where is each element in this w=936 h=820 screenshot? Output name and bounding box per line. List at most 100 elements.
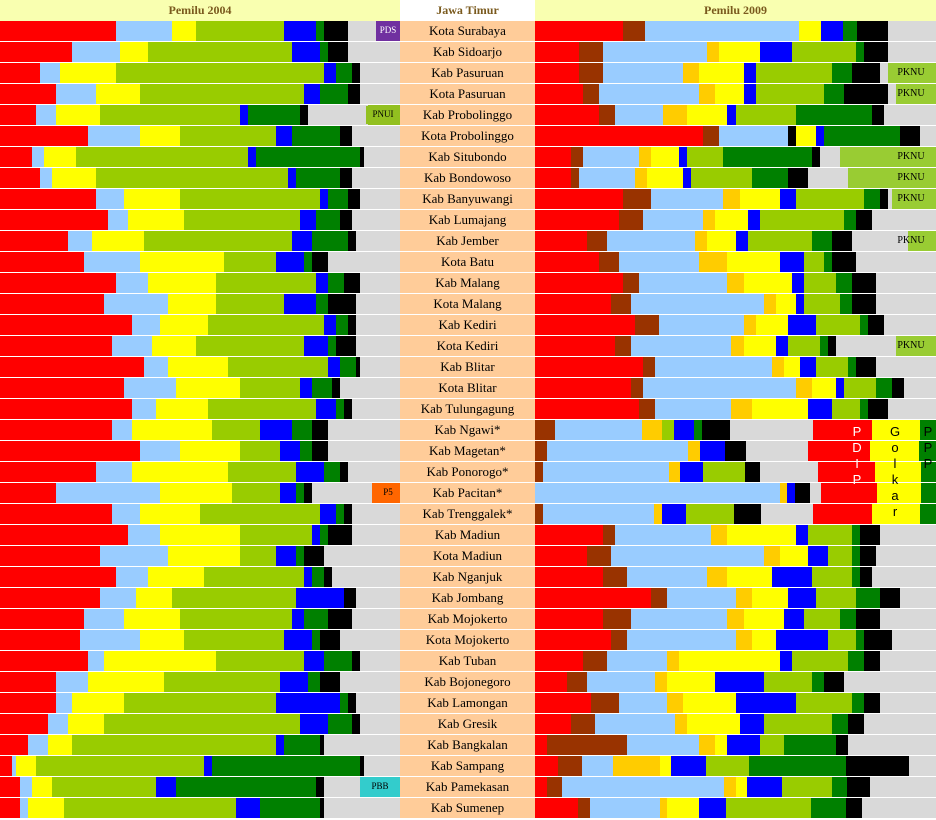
pemilu-2004-bar-30-darkgreen	[324, 651, 353, 671]
pemilu-2009-bar-10-green	[747, 231, 813, 251]
pemilu-2004-bar-4-black	[300, 105, 309, 125]
pemilu-2004-bar-14-blue	[324, 315, 337, 335]
pemilu-2004-bar-0-lightblue	[116, 21, 173, 41]
pemilu-2004-bar-30-lightblue	[88, 651, 105, 671]
pemilu-2009-bar-35-black	[846, 756, 910, 776]
pemilu-2004-bar-14-yellow	[160, 315, 209, 335]
pemilu-2009-bar-11-red	[535, 252, 600, 272]
pemilu-2009-bar-16-gray	[875, 357, 936, 377]
pemilu-2004-bar-30-black	[352, 651, 361, 671]
pemilu-2009-bar-8-gray	[887, 189, 893, 209]
pemilu-2004-bar-23-black	[344, 504, 353, 524]
pemilu-2009-bar-18-orange	[731, 399, 753, 419]
pemilu-2009-bar-18-red	[535, 399, 640, 419]
pemilu-2004-bar-18-red	[0, 399, 133, 419]
pemilu-2004-bar-23-lightblue	[112, 504, 141, 524]
pemilu-2009-bar-29-darkgreen	[855, 630, 865, 650]
region-label: Kab Situbondo	[400, 147, 535, 167]
pemilu-2009-bar-37-darkgreen	[811, 798, 848, 818]
region-label: Kota Mojokerto	[400, 630, 535, 650]
pemilu-2009-bar-15-darkgreen	[819, 336, 829, 356]
pemilu-2009-bar-10-black	[831, 231, 853, 251]
pemilu-2009-bar-3-lightgreen	[895, 84, 936, 104]
pemilu-2009-bar-2-green	[755, 63, 833, 83]
pemilu-2004-bar-26-yellow	[148, 567, 205, 587]
region-label: Kab Tulungagung	[400, 399, 535, 419]
pemilu-2009-bar-24-green	[807, 525, 853, 545]
pemilu-2009-bar-9-red	[535, 210, 620, 230]
pemilu-2009-bar-17-darkgreen	[875, 378, 893, 398]
pemilu-2004-bar-29-red	[0, 630, 81, 650]
pemilu-2004-bar-11-gray	[328, 252, 401, 272]
pemilu-2009-bar-30-red	[535, 651, 584, 671]
pemilu-2004-bar-29-green	[184, 630, 285, 650]
pemilu-2004-bar-33-black	[352, 714, 361, 734]
pemilu-2009-bar-4-blue	[727, 105, 737, 125]
pemilu-2004-bar-23-red	[0, 504, 113, 524]
pemilu-2009-bar-13-lightblue	[631, 294, 765, 314]
pemilu-2004-bar-11-blue	[276, 252, 305, 272]
pemilu-2004-bar-26-green	[204, 567, 305, 587]
party-tag-2009: PKNU	[897, 172, 925, 183]
party-tag-2009: PKNU	[897, 88, 925, 99]
pemilu-2004-bar-4-gray	[308, 105, 369, 125]
pemilu-2009-bar-32-brown	[591, 693, 620, 713]
pemilu-2009-bar-19-red	[812, 420, 874, 440]
pemilu-2004-bar-18-yellow	[156, 399, 209, 419]
pemilu-2004-bar-32-yellow	[72, 693, 125, 713]
pemilu-2009-bar-7-yellow	[647, 168, 684, 188]
pemilu-2009-bar-29-blue	[775, 630, 829, 650]
pemilu-2004-bar-24-gray	[352, 525, 401, 545]
pemilu-2004-bar-5-gray	[352, 126, 401, 146]
pemilu-2009-bar-8-red	[535, 189, 624, 209]
pemilu-2009-bar-30-yellow	[679, 651, 781, 671]
pemilu-2004-bar-3-black	[348, 84, 361, 104]
pemilu-2009-bar-33-green	[763, 714, 833, 734]
pemilu-2004-bar-26-black	[324, 567, 333, 587]
pemilu-2009-bar-36-gray	[870, 777, 936, 797]
pemilu-2004-bar-36-black	[316, 777, 325, 797]
pemilu-2009-bar-20-gray	[745, 441, 809, 461]
pemilu-2009-bar-16-lightblue	[655, 357, 773, 377]
pemilu-2004-bar-11-yellow	[140, 252, 225, 272]
pemilu-2009-bar-13-orange	[763, 294, 777, 314]
pemilu-2009-bar-26-blue	[771, 567, 813, 587]
pemilu-2004-bar-10-black	[348, 231, 357, 251]
pemilu-2009-bar-20-orange	[687, 441, 701, 461]
pemilu-2009-bar-37-lightblue	[589, 798, 661, 818]
pemilu-2004-bar-27-lightblue	[100, 588, 137, 608]
pemilu-2004-bar-15-gray	[356, 336, 401, 356]
pemilu-2004-bar-8-darkgreen	[328, 189, 349, 209]
pemilu-2009-bar-8-yellow	[739, 189, 781, 209]
pemilu-2009-bar-7-blue	[683, 168, 692, 188]
pemilu-2009-bar-8-blue	[779, 189, 797, 209]
pemilu-2004-bar-28-green	[180, 609, 293, 629]
pemilu-2009-bar-6-darkgreen	[723, 147, 813, 167]
pemilu-2004-bar-28-red	[0, 609, 85, 629]
pemilu-2009-bar-5-black	[899, 126, 921, 146]
pemilu-2004-bar-19-red	[0, 420, 113, 440]
pemilu-2009-bar-28-brown	[603, 609, 632, 629]
pemilu-2009-bar-30-brown	[583, 651, 608, 671]
pemilu-2004-bar-24-blue	[312, 525, 321, 545]
pemilu-2004-bar-13-blue	[284, 294, 317, 314]
pemilu-2004-bar-37-green	[64, 798, 237, 818]
region-label: Kota Madiun	[400, 546, 535, 566]
pemilu-2004-bar-31-black	[320, 672, 341, 692]
pemilu-2009-bar-36-black	[847, 777, 872, 797]
pemilu-2009-bar-34-blue	[727, 735, 761, 755]
pemilu-2004-bar-18-lightblue	[132, 399, 157, 419]
pemilu-2009-bar-10-orange	[695, 231, 709, 251]
pemilu-2004-bar-10-gray	[356, 231, 401, 251]
pemilu-2009-bar-34-lightblue	[627, 735, 700, 755]
pemilu-2009-bar-36-orange	[723, 777, 737, 797]
pemilu-2004-bar-37-red	[0, 798, 21, 818]
pemilu-2009-bar-2-blue	[743, 63, 757, 83]
pemilu-2004-bar-14-darkgreen	[336, 315, 349, 335]
pemilu-2009-bar-5-yellow	[795, 126, 817, 146]
pemilu-2009-bar-27-darkgreen	[855, 588, 881, 608]
pemilu-2004-bar-22-lightblue	[56, 483, 161, 503]
party-tag-2004: P5	[376, 484, 400, 502]
pemilu-2004-bar-20-green	[240, 441, 281, 461]
